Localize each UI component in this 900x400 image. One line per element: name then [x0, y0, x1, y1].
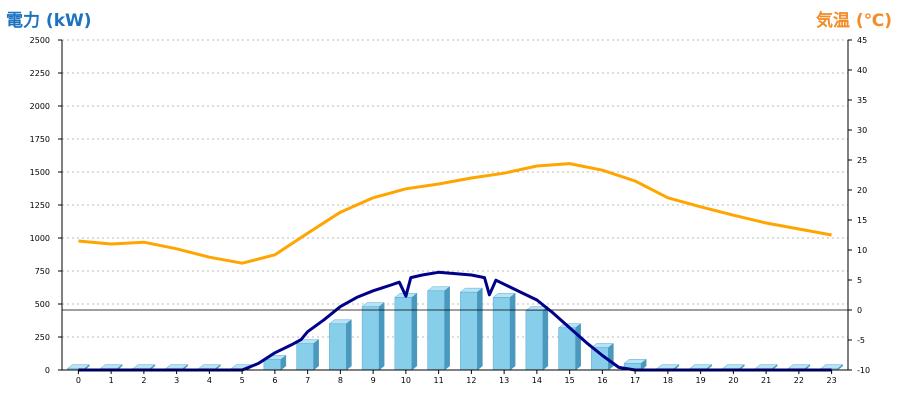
bar-front	[394, 297, 413, 371]
bar	[590, 343, 615, 371]
bar-side	[509, 292, 516, 371]
left-tick-label: 1750	[30, 135, 50, 144]
bar-front	[361, 306, 380, 371]
bar-side	[411, 292, 418, 371]
bar	[525, 306, 549, 371]
x-tick-label: 11	[434, 376, 444, 385]
right-tick-label: 5	[857, 276, 862, 285]
bar	[557, 323, 582, 371]
x-tick-label: 5	[240, 376, 245, 385]
bar-front	[558, 327, 576, 371]
x-tick-label: 10	[401, 376, 411, 385]
left-tick-label: 2000	[30, 102, 50, 111]
right-tick-label: 40	[857, 66, 867, 75]
x-tick-label: 2	[141, 376, 146, 385]
line-layer	[78, 162, 832, 372]
temperature-line	[78, 162, 832, 265]
bar	[492, 292, 516, 371]
right-tick-label: 25	[857, 156, 867, 165]
x-tick-label: 6	[272, 376, 277, 385]
bar-side	[477, 287, 483, 371]
right-tick-label: 10	[857, 246, 867, 255]
right-tick-label: 0	[857, 306, 862, 315]
bar-side	[608, 343, 614, 371]
x-tick-label: 18	[663, 376, 673, 385]
left-tick-label: 1250	[30, 201, 50, 210]
left-tick-label: 750	[35, 267, 50, 276]
bar-side	[542, 306, 549, 371]
bar-front	[492, 297, 511, 371]
x-tick-label: 14	[532, 376, 542, 385]
bar-layer	[66, 286, 844, 371]
bar-side	[444, 286, 450, 371]
x-tick-label: 20	[728, 376, 738, 385]
left-axis-title: 電力 (kW)	[6, 11, 92, 31]
bar-side	[280, 354, 287, 371]
bar-front	[525, 310, 544, 371]
bar	[426, 286, 451, 371]
x-tick-label: 12	[466, 376, 476, 385]
x-tick-label: 3	[174, 376, 179, 385]
left-tick-label: 2500	[30, 36, 50, 45]
left-tick-label: 1500	[30, 168, 50, 177]
x-tick-label: 13	[499, 376, 509, 385]
x-tick-label: 1	[109, 376, 114, 385]
x-tick-label: 22	[794, 376, 804, 385]
bar-side	[346, 319, 352, 371]
bar	[295, 339, 320, 371]
right-tick-label: 35	[857, 96, 867, 105]
grid-layer	[62, 39, 848, 338]
bar-front	[296, 343, 314, 371]
x-tick-label: 9	[371, 376, 376, 385]
x-tick-label: 23	[827, 376, 837, 385]
x-tick-label: 16	[597, 376, 607, 385]
bar-front	[263, 359, 282, 371]
axis-layer: 02505007501000125015001750200022502500-1…	[30, 36, 870, 385]
x-tick-label: 4	[207, 376, 212, 385]
right-tick-label: -5	[857, 336, 865, 345]
right-tick-label: 45	[857, 36, 867, 45]
x-tick-label: 21	[761, 376, 771, 385]
power-line	[78, 270, 832, 372]
left-tick-label: 1000	[30, 234, 50, 243]
bar-front	[460, 291, 478, 371]
right-tick-label: 20	[857, 186, 867, 195]
x-tick-label: 0	[76, 376, 81, 385]
bar-front	[427, 290, 445, 371]
right-tick-label: -10	[857, 366, 870, 375]
right-tick-label: 15	[857, 216, 867, 225]
x-tick-label: 15	[565, 376, 575, 385]
bar	[459, 287, 484, 371]
left-tick-label: 2250	[30, 69, 50, 78]
bar-front	[329, 323, 347, 371]
bar	[361, 302, 385, 371]
x-tick-label: 8	[338, 376, 343, 385]
bar	[328, 319, 353, 371]
x-tick-label: 7	[305, 376, 310, 385]
bar-side	[313, 339, 319, 371]
bar-side	[640, 358, 647, 371]
right-axis-title: 気温 (℃)	[815, 11, 892, 31]
bar	[394, 292, 418, 371]
x-tick-label: 17	[630, 376, 640, 385]
bar	[66, 364, 91, 371]
x-tick-label: 19	[696, 376, 706, 385]
bar-side	[575, 323, 581, 371]
left-tick-label: 250	[35, 333, 50, 342]
right-tick-label: 30	[857, 126, 867, 135]
left-tick-label: 500	[35, 300, 50, 309]
bar-side	[378, 302, 385, 371]
left-tick-label: 0	[45, 366, 50, 375]
